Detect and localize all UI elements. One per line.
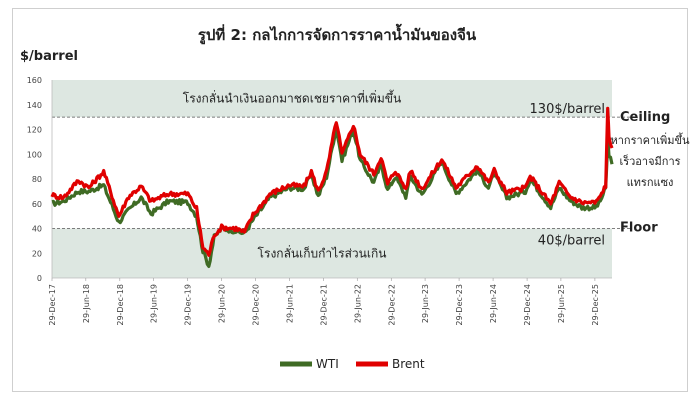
floor-value-label: 40$/barrel — [538, 234, 605, 249]
y-tick-label: 140 — [27, 101, 42, 110]
upper-band-text: โรงกลั่นนำเงินออกมาชดเชยราคาที่เพิ่มขึ้น — [183, 90, 401, 106]
x-tick-label: 29-Dec-18 — [116, 284, 125, 326]
x-tick-label: 29-Dec-24 — [523, 284, 532, 326]
legend-brent-label: Brent — [392, 357, 425, 371]
ceiling-side-label: Ceiling — [620, 110, 670, 125]
chart-title: รูปที่ 2: กลไกการจัดการราคาน้ำมันของจีน — [198, 23, 477, 45]
x-tick-label: 29-Dec-25 — [591, 284, 600, 326]
y-axis: 0 20 40 60 80 100 120 140 160 — [27, 76, 53, 283]
lower-band — [52, 228, 612, 278]
x-tick-label: 29-Jun-19 — [150, 284, 159, 323]
x-tick-label: 29-Jun-18 — [82, 284, 91, 323]
series-layer — [50, 106, 614, 268]
y-tick-label: 120 — [27, 126, 42, 135]
legend: WTI Brent — [280, 357, 425, 371]
y-tick-label: 0 — [37, 274, 42, 283]
lower-band-text: โรงกลั่นเก็บกำไรส่วนเกิน — [258, 244, 387, 260]
y-tick-label: 20 — [32, 249, 42, 258]
side-note-line-2: เร็วอาจมีการ — [619, 154, 680, 168]
y-tick-label: 40 — [32, 225, 42, 234]
ceiling-value-label: 130$/barrel — [530, 102, 605, 117]
x-tick-label: 29-Dec-22 — [387, 284, 396, 326]
y-tick-label: 60 — [32, 200, 42, 209]
y-tick-label: 80 — [32, 175, 42, 184]
floor-side-label: Floor — [620, 221, 658, 236]
upper-band — [52, 80, 612, 118]
x-tick-label: 29-Dec-17 — [48, 284, 57, 326]
x-tick-label: 29-Jun-23 — [421, 284, 430, 323]
y-tick-label: 160 — [27, 76, 42, 85]
x-tick-label: 29-Jun-20 — [218, 284, 227, 323]
x-axis: 29-Dec-17 29-Jun-18 29-Dec-18 29-Jun-19 29-D… — [48, 277, 612, 326]
x-tick-label: 29-Dec-23 — [455, 284, 464, 326]
x-tick-label: 29-Dec-19 — [184, 284, 193, 326]
x-tick-label: 29-Jun-24 — [489, 284, 498, 323]
legend-wti-label: WTI — [316, 357, 339, 371]
chart-frame — [12, 8, 688, 392]
y-axis-label: $/barrel — [20, 49, 78, 64]
side-note-line-3: แทรกแซง — [627, 176, 674, 189]
x-tick-label: 29-Jun-22 — [353, 284, 362, 323]
series-line-brent — [50, 106, 614, 257]
y-tick-label: 100 — [27, 150, 42, 159]
x-tick-label: 29-Jun-21 — [285, 284, 294, 323]
x-tick-label: 29-Jun-25 — [557, 284, 566, 323]
x-tick-label: 29-Dec-20 — [252, 284, 261, 326]
x-tick-label: 29-Dec-21 — [319, 284, 328, 326]
side-note-line-1: หากราคาเพิ่มขึ้น — [610, 132, 689, 147]
